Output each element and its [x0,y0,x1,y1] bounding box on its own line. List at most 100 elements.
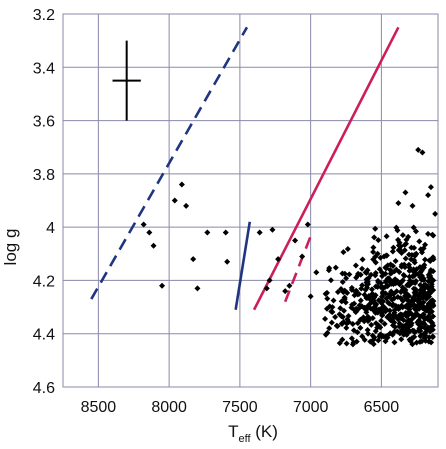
x-axis-title-sub: eff [238,433,251,445]
x-tick-label: 6500 [364,399,400,416]
data-point [343,324,350,331]
data-point [349,301,356,308]
data-point [379,273,386,280]
data-point [322,315,329,322]
grid [63,13,438,388]
y-tick-labels: 3.2 3.4 3.6 3.8 4 4.2 4.4 4.6 [33,7,55,397]
data-point [340,289,347,296]
data-point [416,313,423,320]
y-tick-label: 3.6 [33,114,55,131]
data-point [402,255,409,262]
data-point [403,240,410,247]
data-point [392,323,399,330]
data-point [224,258,231,265]
data-point [324,295,331,302]
data-point [425,289,432,296]
data-point [389,302,396,309]
data-point [424,324,431,331]
data-point [420,299,427,306]
data-point [256,229,263,236]
data-point [412,288,419,295]
data-point [406,273,413,280]
data-point [353,305,360,312]
data-point [420,282,427,289]
data-point [343,340,350,347]
data-point [384,283,391,290]
data-point [429,297,436,304]
data-point [336,340,343,347]
data-point [389,279,396,286]
data-point [398,249,405,256]
data-point [370,336,377,343]
data-point [361,336,368,343]
data-point [427,318,434,325]
data-point [353,287,360,294]
data-point [359,333,366,340]
data-point [412,280,419,287]
data-point [430,232,437,239]
data-point [400,272,407,279]
data-point [378,269,385,276]
data-point [412,252,419,259]
data-point [322,290,329,297]
x-tick-label: 7500 [222,399,258,416]
data-point [349,320,356,327]
data-point [406,282,413,289]
model-line-3 [252,26,400,311]
data-point [348,335,355,342]
data-point [204,229,211,236]
x-tick-label: 7000 [293,399,329,416]
data-point [183,202,190,209]
data-point [401,264,408,271]
data-point [395,306,402,313]
data-point [399,277,406,284]
data-point [398,336,405,343]
plot-frame [62,13,439,388]
data-point [345,318,352,325]
data-point [364,313,371,320]
data-point [379,311,386,318]
data-point [372,259,379,266]
y-tick-label: 4.6 [33,380,55,397]
data-point [334,288,341,295]
data-point [425,192,432,199]
model-line-4 [283,232,314,303]
plot-border [62,13,439,388]
data-point [421,262,428,269]
data-point [415,146,422,153]
data-point [430,313,437,320]
data-point [396,320,403,327]
data-point [417,269,424,276]
data-point [417,303,424,310]
data-point [368,321,375,328]
data-point [263,285,270,292]
data-point [357,324,364,331]
data-point [304,221,311,228]
data-point [421,330,428,337]
data-point [410,224,417,231]
data-point [402,189,409,196]
data-point [333,322,340,329]
data-point [418,289,425,296]
data-point [365,330,372,337]
data-point [364,267,371,274]
x-axis-title-main: T [228,422,238,441]
data-point [338,313,345,320]
data-point [387,330,394,337]
data-point [419,149,426,156]
model-line-1 [90,26,249,300]
data-point [409,312,416,319]
data-point [425,278,432,285]
data-point [408,256,415,263]
data-point [409,202,416,209]
data-point [286,282,293,289]
data-point [269,226,276,233]
data-point [410,327,417,334]
data-point [405,233,412,240]
data-point [339,336,346,343]
data-point [426,257,433,264]
data-point [372,225,379,232]
model-lines [90,26,400,311]
data-point [390,244,397,251]
data-point [344,246,351,253]
